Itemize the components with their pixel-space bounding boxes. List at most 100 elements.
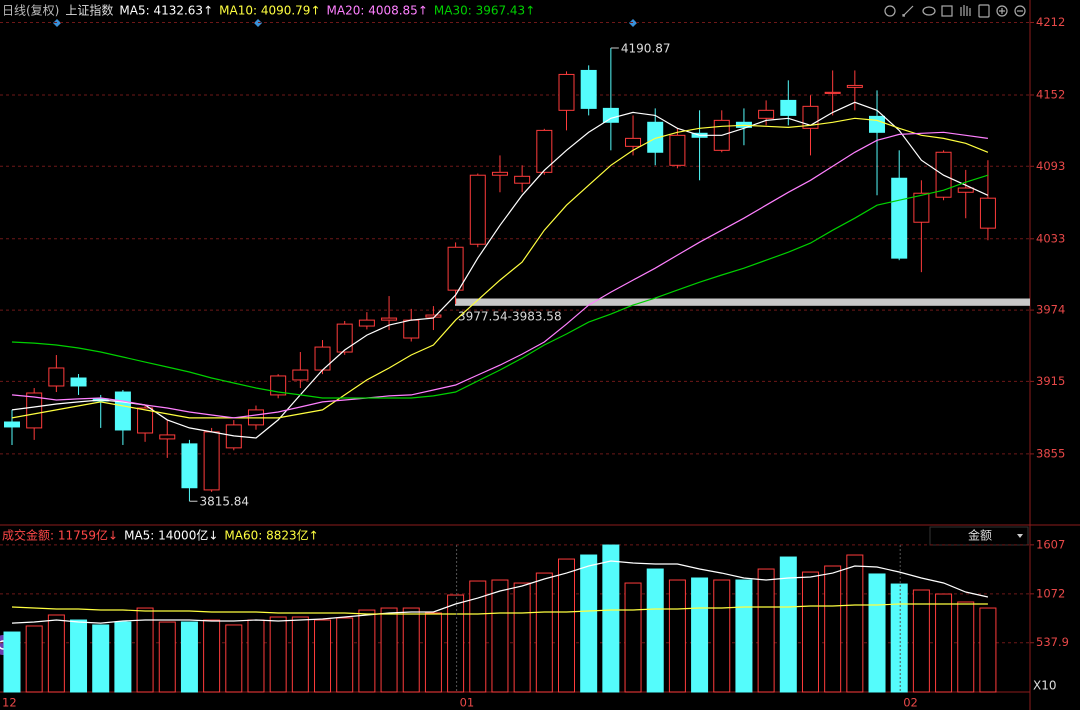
volume-bar	[380, 607, 398, 693]
volume-bar	[358, 609, 376, 693]
volume-bar	[402, 607, 420, 693]
volume-bar	[3, 631, 21, 693]
candle-body	[979, 197, 996, 229]
y-tick-label: 3855	[1036, 446, 1065, 460]
legend-entry: MA20: 4008.85↑	[327, 4, 428, 18]
volume-bar	[935, 593, 953, 693]
volume-bar	[912, 589, 930, 693]
volume-bar	[824, 565, 842, 693]
volume-bar	[269, 616, 287, 693]
unit-label: X10	[1033, 679, 1057, 693]
event-marker[interactable]	[254, 19, 262, 27]
candle-body	[203, 431, 220, 491]
candle-body	[625, 137, 642, 147]
toolbar	[884, 4, 1026, 18]
volume-bar	[691, 577, 709, 693]
volume-bar	[47, 614, 65, 693]
candle-body	[780, 99, 797, 116]
settings-icon[interactable]	[884, 5, 896, 17]
low-label: 3815.84	[199, 495, 249, 509]
y-tick-label: 537.9	[1036, 635, 1069, 649]
volume-bar	[602, 544, 620, 693]
volume-bar	[25, 625, 43, 693]
high-label: 4190.87	[621, 41, 671, 55]
volume-bar	[203, 619, 221, 693]
view-icon[interactable]	[922, 6, 936, 16]
candle-body	[514, 175, 531, 184]
volume-bar	[469, 580, 487, 693]
candle-body	[647, 121, 664, 153]
ma-line	[11, 131, 988, 419]
volume-bar	[713, 579, 731, 693]
candle-body	[602, 107, 619, 123]
candle-body	[358, 319, 375, 327]
candle-body	[824, 91, 841, 94]
candle-body	[70, 377, 87, 387]
candle-body	[181, 443, 198, 489]
candle-body	[469, 174, 486, 245]
y-tick-label: 3974	[1036, 303, 1065, 317]
volume-bar	[70, 619, 88, 693]
zoom-in-icon[interactable]	[996, 5, 1008, 17]
legend-entry: MA5: 14000亿↓	[124, 528, 218, 543]
candle-body	[491, 171, 508, 176]
y-tick-label: 4212	[1036, 15, 1065, 29]
layout-icon[interactable]	[941, 5, 953, 17]
ma-line	[11, 117, 989, 419]
candle-body	[48, 367, 65, 387]
volume-bar	[247, 619, 265, 693]
volume-bar	[314, 619, 332, 693]
zoom-out-icon[interactable]	[1014, 5, 1026, 17]
copy-icon[interactable]	[978, 4, 990, 18]
candle-body	[114, 391, 131, 431]
volume-bar	[491, 579, 509, 693]
legend-entry: MA60: 8823亿↑	[224, 528, 318, 543]
candle-body	[4, 421, 20, 428]
draw-icon[interactable]	[902, 5, 914, 17]
volume-bar	[535, 572, 553, 693]
chart-subtitle: 上证指数	[65, 3, 113, 18]
volume-bar	[580, 554, 598, 693]
y-tick-label: 3915	[1036, 374, 1065, 388]
y-tick-label: 4033	[1036, 231, 1065, 245]
volume-bar	[868, 573, 886, 693]
legend-entry: 成交金额: 11759亿↓	[2, 528, 118, 543]
volume-bar	[424, 612, 442, 693]
hand-icon[interactable]	[960, 5, 971, 16]
x-tick-label: 12	[2, 696, 17, 710]
dropdown-label[interactable]: 金额	[968, 528, 992, 543]
candle-body	[846, 84, 863, 88]
ma-line	[11, 560, 989, 624]
candle-body	[913, 192, 930, 223]
candle-body	[536, 129, 553, 173]
candle-body	[292, 369, 309, 381]
candle-body	[159, 434, 176, 440]
volume-bar	[158, 621, 176, 693]
dropdown-arrow[interactable]	[1017, 534, 1023, 538]
volume-bar	[92, 624, 110, 693]
volume-bar	[957, 601, 975, 693]
ma-line	[11, 174, 989, 399]
zoom-in-plus	[999, 8, 1005, 14]
candle-body	[26, 392, 43, 429]
candle-body	[336, 323, 353, 353]
candle-body	[957, 187, 974, 193]
chart-title: 日线(复权)	[2, 4, 59, 18]
candle-body	[758, 109, 775, 119]
legend-entry: MA5: 4132.63↑	[119, 4, 213, 18]
y-tick-label: 4152	[1036, 87, 1065, 101]
legend-entry: MA10: 4090.79↑	[219, 4, 320, 18]
volume-bar	[668, 579, 686, 693]
volume-bar	[735, 579, 753, 693]
event-marker[interactable]	[53, 19, 61, 27]
volume-bar	[513, 582, 531, 693]
candle-body	[891, 177, 908, 259]
legend-entry: MA30: 3967.43↑	[434, 4, 535, 18]
y-tick-label: 1072	[1036, 586, 1065, 600]
volume-bar	[646, 568, 664, 693]
event-marker[interactable]	[629, 19, 637, 27]
x-tick-label: 01	[460, 696, 475, 710]
x-tick-label: 02	[903, 696, 918, 710]
volume-bar	[136, 607, 154, 693]
